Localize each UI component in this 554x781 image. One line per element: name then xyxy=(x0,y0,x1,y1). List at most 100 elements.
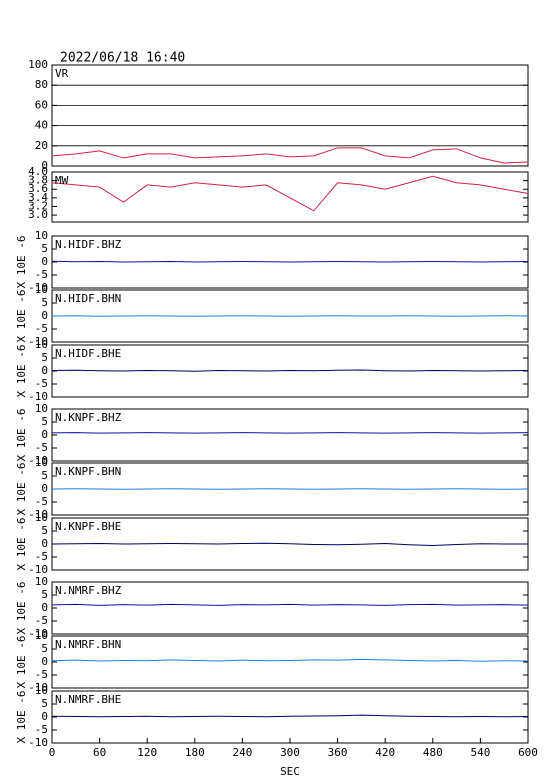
y-tick-label: -5 xyxy=(35,268,48,281)
x-tick-label: 480 xyxy=(423,746,443,759)
y-tick-label: -5 xyxy=(35,723,48,736)
series-name: N.HIDF.BHE xyxy=(55,347,121,360)
y-axis-label: X 10E -6 xyxy=(15,345,28,398)
y-tick-label: 10 xyxy=(35,511,48,524)
y-tick-label: 0 xyxy=(41,601,48,614)
trace-line xyxy=(51,714,529,718)
y-tick-label: 3.0 xyxy=(28,208,48,221)
x-tick-label: 540 xyxy=(470,746,490,759)
x-tick-label: 120 xyxy=(137,746,157,759)
y-tick-label: 0 xyxy=(41,255,48,268)
y-tick-label: 10 xyxy=(35,629,48,642)
y-axis-label: X 10E -6 xyxy=(15,236,28,289)
y-tick-label: 0 xyxy=(41,655,48,668)
y-tick-label: -10 xyxy=(28,335,48,348)
trace-line xyxy=(51,432,529,434)
y-tick-label: -10 xyxy=(28,736,48,749)
x-tick-label: 0 xyxy=(49,746,56,759)
y-tick-label: -5 xyxy=(35,550,48,563)
panel-frame xyxy=(51,408,529,462)
series-name: MW xyxy=(55,174,69,187)
y-tick-label: 5 xyxy=(41,469,48,482)
y-tick-label: -5 xyxy=(35,322,48,335)
series-name: N.KNPF.BHN xyxy=(55,465,121,478)
y-tick-label: 5 xyxy=(41,697,48,710)
y-tick-label: 3.8 xyxy=(28,174,48,187)
y-tick-label: 10 xyxy=(35,229,48,242)
y-tick-label: 0 xyxy=(41,482,48,495)
y-tick-label: -5 xyxy=(35,614,48,627)
y-tick-label: 0 xyxy=(41,428,48,441)
x-tick-label: 180 xyxy=(185,746,205,759)
series-name: N.KNPF.BHZ xyxy=(55,411,122,424)
x-tick-label: 600 xyxy=(518,746,538,759)
y-tick-label: 5 xyxy=(41,415,48,428)
y-tick-label: 3.2 xyxy=(28,199,48,212)
x-tick-label: 60 xyxy=(93,746,106,759)
y-tick-label: -10 xyxy=(28,390,48,403)
y-tick-label: 5 xyxy=(41,242,48,255)
y-tick-label: 10 xyxy=(35,402,48,415)
y-tick-label: -10 xyxy=(28,508,48,521)
y-tick-label: 60 xyxy=(35,98,48,111)
y-tick-label: -10 xyxy=(28,563,48,576)
y-tick-label: 10 xyxy=(35,575,48,588)
y-tick-label: -5 xyxy=(35,441,48,454)
panel-frame xyxy=(51,64,529,167)
y-axis-label: X 10E -6 xyxy=(15,691,28,744)
y-tick-label: -10 xyxy=(28,627,48,640)
trace-line xyxy=(51,147,529,164)
y-tick-label: 10 xyxy=(35,338,48,351)
y-tick-label: 20 xyxy=(35,139,48,152)
trace-line xyxy=(51,488,529,490)
y-tick-label: 5 xyxy=(41,524,48,537)
y-tick-label: 0 xyxy=(41,710,48,723)
y-tick-label: -10 xyxy=(28,281,48,294)
y-tick-label: 5 xyxy=(41,642,48,655)
y-axis-label: X 10E -6 xyxy=(15,290,28,343)
y-axis-label: X 10E -6 xyxy=(15,518,28,571)
trace-line xyxy=(51,658,529,662)
y-tick-label: 5 xyxy=(41,588,48,601)
x-tick-label: 360 xyxy=(328,746,348,759)
x-axis-label: SEC xyxy=(280,765,300,778)
panel-frame xyxy=(51,581,529,635)
y-tick-label: 0 xyxy=(41,364,48,377)
trace-line xyxy=(51,369,529,372)
trace-line xyxy=(51,603,529,606)
y-tick-label: 0 xyxy=(41,159,48,172)
y-tick-label: -5 xyxy=(35,668,48,681)
y-axis-label: X 10E -6 xyxy=(15,463,28,516)
series-name: N.HIDF.BHZ xyxy=(55,238,122,251)
trace-line xyxy=(51,542,528,547)
y-tick-label: -5 xyxy=(35,495,48,508)
series-name: N.NMRF.BHZ xyxy=(55,584,122,597)
trace-line xyxy=(51,315,529,317)
y-tick-label: 80 xyxy=(35,78,48,91)
y-tick-label: 3.6 xyxy=(28,182,48,195)
series-name: VR xyxy=(55,67,69,80)
y-tick-label: 0 xyxy=(41,309,48,322)
trace-line xyxy=(51,260,529,263)
y-tick-label: 10 xyxy=(35,283,48,296)
y-axis-label: X 10E -6 xyxy=(15,636,28,689)
trace-line xyxy=(51,175,529,212)
x-tick-label: 420 xyxy=(375,746,395,759)
series-name: N.HIDF.BHN xyxy=(55,292,121,305)
y-tick-label: 0 xyxy=(41,537,48,550)
y-tick-label: 10 xyxy=(35,456,48,469)
x-tick-label: 300 xyxy=(280,746,300,759)
chart-title: 2022/06/18 16:40 xyxy=(60,51,185,66)
y-tick-label: -5 xyxy=(35,377,48,390)
y-axis-label: X 10E -6 xyxy=(15,582,28,635)
panel-frame xyxy=(51,635,529,689)
series-name: N.NMRF.BHN xyxy=(55,638,121,651)
y-tick-label: 40 xyxy=(35,119,48,132)
y-tick-label: 10 xyxy=(35,684,48,697)
panel-frame xyxy=(51,171,529,223)
x-tick-label: 240 xyxy=(232,746,252,759)
y-tick-label: 100 xyxy=(28,58,48,71)
y-tick-label: 5 xyxy=(41,351,48,364)
y-tick-label: -10 xyxy=(28,454,48,467)
